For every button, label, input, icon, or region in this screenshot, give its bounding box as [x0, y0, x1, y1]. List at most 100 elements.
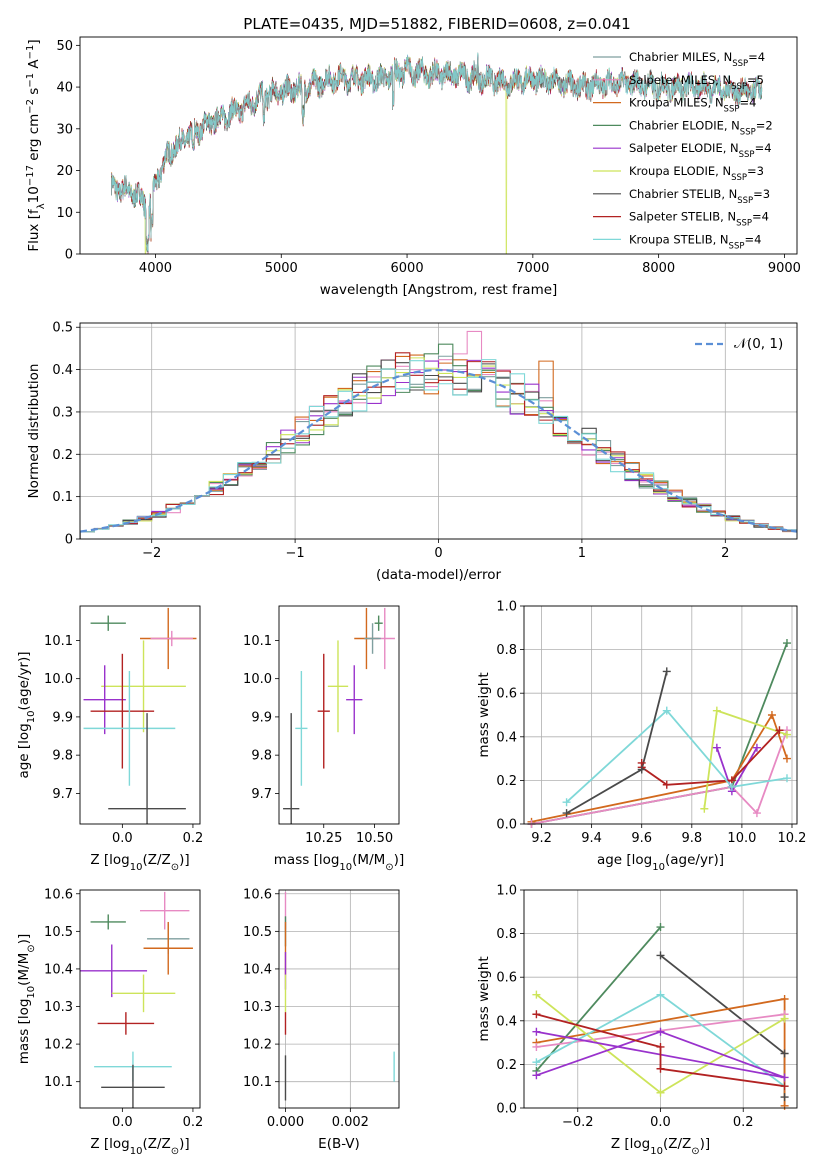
mass_vs_Z-ytick-label: 10.3: [44, 1000, 73, 1015]
figure-title: PLATE=0435, MJD=51882, FIBERID=0608, z=0…: [243, 15, 630, 33]
weight_vs_age-point-marker: [637, 765, 646, 774]
weight_vs_Z-ytick-label: 0.2: [496, 1058, 517, 1073]
weight_vs_Z-point-marker: [656, 990, 665, 999]
age_vs_Z-axes: 0.0 0.2 9.7 9.8 9.9 10.0 10.1: [44, 605, 204, 846]
weight_vs_age-ytick-label: 1.0: [496, 600, 517, 615]
age_vs_Z-ytick-label: 9.9: [52, 710, 73, 725]
age_vs_mass-plot-area: [283, 607, 395, 824]
weight_vs_Z-frame: [523, 889, 798, 1109]
spectrum-legend-entry: Salpeter ELODIE, NSSP=4: [629, 141, 772, 160]
spectrum-legend-entry: Kroupa STELIB, NSSP=4: [629, 232, 761, 251]
weight_vs_age-point-marker: [662, 667, 671, 676]
weight_vs_age-point-marker: [562, 798, 571, 807]
weight_vs_Z-series-line: [659, 954, 786, 1098]
residuals-normal-curve: [80, 368, 797, 533]
weight_vs_age-xtick-label: 10.2: [778, 831, 807, 846]
weight_vs_age-point-marker: [775, 726, 784, 735]
weight_vs_Z-point-marker: [656, 1027, 665, 1036]
weight_vs_age-xtick-label: 10.0: [727, 831, 756, 846]
age_vs_mass-axes: 10.25 10.50 9.7 9.8 9.9 10.0 10.1: [243, 605, 400, 846]
mass_vs_EBV-frame: [278, 889, 400, 1109]
mass_vs_Z-plot-area: [80, 891, 193, 1108]
age_vs_Z-ytick-label: 10.1: [44, 634, 73, 649]
weight_vs_Z-point-marker: [532, 1010, 541, 1019]
spectrum-ytick-label: 10: [56, 206, 73, 221]
age_vs_Z-ytick-label: 10.0: [44, 672, 73, 687]
weight_vs_age-point-marker: [782, 639, 791, 648]
weight_vs_age-series-line: [566, 671, 668, 814]
weight_vs_age-point-marker: [727, 782, 736, 791]
weight_vs_Z-point-marker: [780, 1073, 789, 1082]
mass_vs_Z-xtick-label: 0.2: [183, 1115, 204, 1130]
residuals-xtick-label: 2: [721, 546, 729, 561]
weight_vs_Z-series-line: [535, 926, 662, 1072]
weight_vs_Z-xtick-label: 0.0: [650, 1115, 671, 1130]
age_vs_mass-ytick-label: 10.1: [243, 634, 272, 649]
residuals-plot-area: [80, 330, 797, 539]
residuals-ylabel: Normed distribution: [26, 364, 42, 499]
weight_vs_age-xlabel: age [log10(age/yr)]: [597, 852, 724, 873]
age_vs_Z-xtick-label: 0.2: [183, 831, 204, 846]
weight_vs_Z-point-marker: [656, 951, 665, 960]
spectrum-legend-entry: Chabrier ELODIE, NSSP=2: [629, 118, 773, 137]
age_vs_Z-plot-area: [83, 607, 197, 824]
age_vs_mass-xtick-label: 10.50: [356, 831, 393, 846]
residuals-xlabel: (data-model)/error: [376, 567, 502, 583]
residuals-xtick-label: 1: [578, 546, 586, 561]
mass_vs_Z-ylabel: mass [log10(M/M⊙)]: [16, 934, 37, 1064]
age_vs_mass-xlabel: mass [log10(M/M⊙)]: [274, 852, 404, 873]
age_vs_mass-ytick-label: 9.7: [251, 787, 272, 802]
mass_vs_EBV-xtick-label: 0.000: [267, 1115, 304, 1130]
weight_vs_Z-point-marker: [532, 1058, 541, 1067]
spectrum-legend: Chabrier MILES, NSSP=4 Salpeter MILES, NS…: [593, 50, 773, 251]
mass_vs_EBV-ytick-label: 10.3: [243, 1000, 272, 1015]
spectrum-legend-entry: Kroupa ELODIE, NSSP=3: [629, 164, 764, 183]
residuals-ytick-label: 0.2: [52, 448, 73, 463]
spectrum-xtick-label: 4000: [139, 261, 172, 276]
weight_vs_Z-point-marker: [780, 1082, 789, 1091]
age_vs_Z-ytick-label: 9.8: [52, 749, 73, 764]
spectrum-ytick-label: 40: [56, 81, 73, 96]
spectrum-xtick-label: 8000: [642, 261, 675, 276]
spectrum-axes: 4000 5000 6000 7000 8000 9000 0 10 20 30 40 50 Chabr…: [56, 36, 801, 276]
weight_vs_Z-point-marker: [780, 1014, 789, 1023]
spectrum-ytick-label: 20: [56, 164, 73, 179]
residuals-ytick-label: 0.4: [52, 363, 73, 378]
mass_vs_EBV-ytick-label: 10.1: [243, 1075, 272, 1090]
weight_vs_age-xtick-label: 9.4: [581, 831, 602, 846]
weight_vs_age-ylabel: mass weight: [476, 672, 492, 757]
spectrum-ylabel: Flux [fλ10−17 erg cm−2 s−1 A−1]: [25, 39, 47, 251]
weight_vs_Z-xtick-label: 0.2: [733, 1115, 754, 1130]
residuals-axes: −2 −1 0 1 2 0 0.1 0.2 0.3 0.4 0.5 𝒩(0, 1): [52, 321, 798, 561]
weight_vs_age-series-line: [565, 709, 788, 803]
weight_vs_Z-point-marker: [656, 1064, 665, 1073]
weight_vs_Z-point-marker: [780, 1101, 789, 1110]
weight_vs_age-point-marker: [700, 804, 709, 813]
spectrum-ytick-label: 30: [56, 122, 73, 137]
weight_vs_age-point-marker: [782, 774, 791, 783]
residuals-ytick-label: 0.3: [52, 405, 73, 420]
mass_vs_Z-axes: 0.0 0.2 10.1 10.2 10.3 10.4 10.5 10.6: [44, 887, 203, 1130]
mass_vs_Z-frame: [79, 889, 201, 1109]
mass_vs_EBV-ytick-label: 10.6: [243, 887, 272, 902]
age_vs_mass-ytick-label: 9.9: [251, 710, 272, 725]
weight_vs_Z-point-marker: [780, 1093, 789, 1102]
mass_vs_Z-xtick-label: 0.0: [112, 1115, 133, 1130]
weight_vs_Z-point-marker: [780, 995, 789, 1003]
age_vs_Z-xtick-label: 0.0: [112, 831, 133, 846]
weight_vs_age-point-marker: [752, 809, 761, 818]
residuals-histogram: [80, 359, 797, 539]
weight_vs_age-point-marker: [712, 743, 721, 752]
mass_vs_EBV-axes: 0.000 0.002 10.1 10.2 10.3 10.4 10.5 10.6: [243, 887, 400, 1130]
weight_vs_Z-point-marker: [656, 923, 665, 932]
age_vs_Z-ytick-label: 9.7: [52, 787, 73, 802]
spectrum-xtick-label: 5000: [265, 261, 298, 276]
age_vs_mass-frame: [278, 605, 400, 825]
spectrum-plot-area: [111, 52, 763, 254]
residuals-ytick-label: 0.1: [52, 490, 73, 505]
mass_vs_EBV-ytick-label: 10.5: [243, 925, 272, 940]
residuals-xtick-label: 0: [434, 546, 442, 561]
weight_vs_age-point-marker: [752, 743, 761, 752]
weight_vs_Z-point-marker: [656, 1088, 665, 1097]
weight_vs_Z-ytick-label: 0.0: [496, 1102, 517, 1117]
